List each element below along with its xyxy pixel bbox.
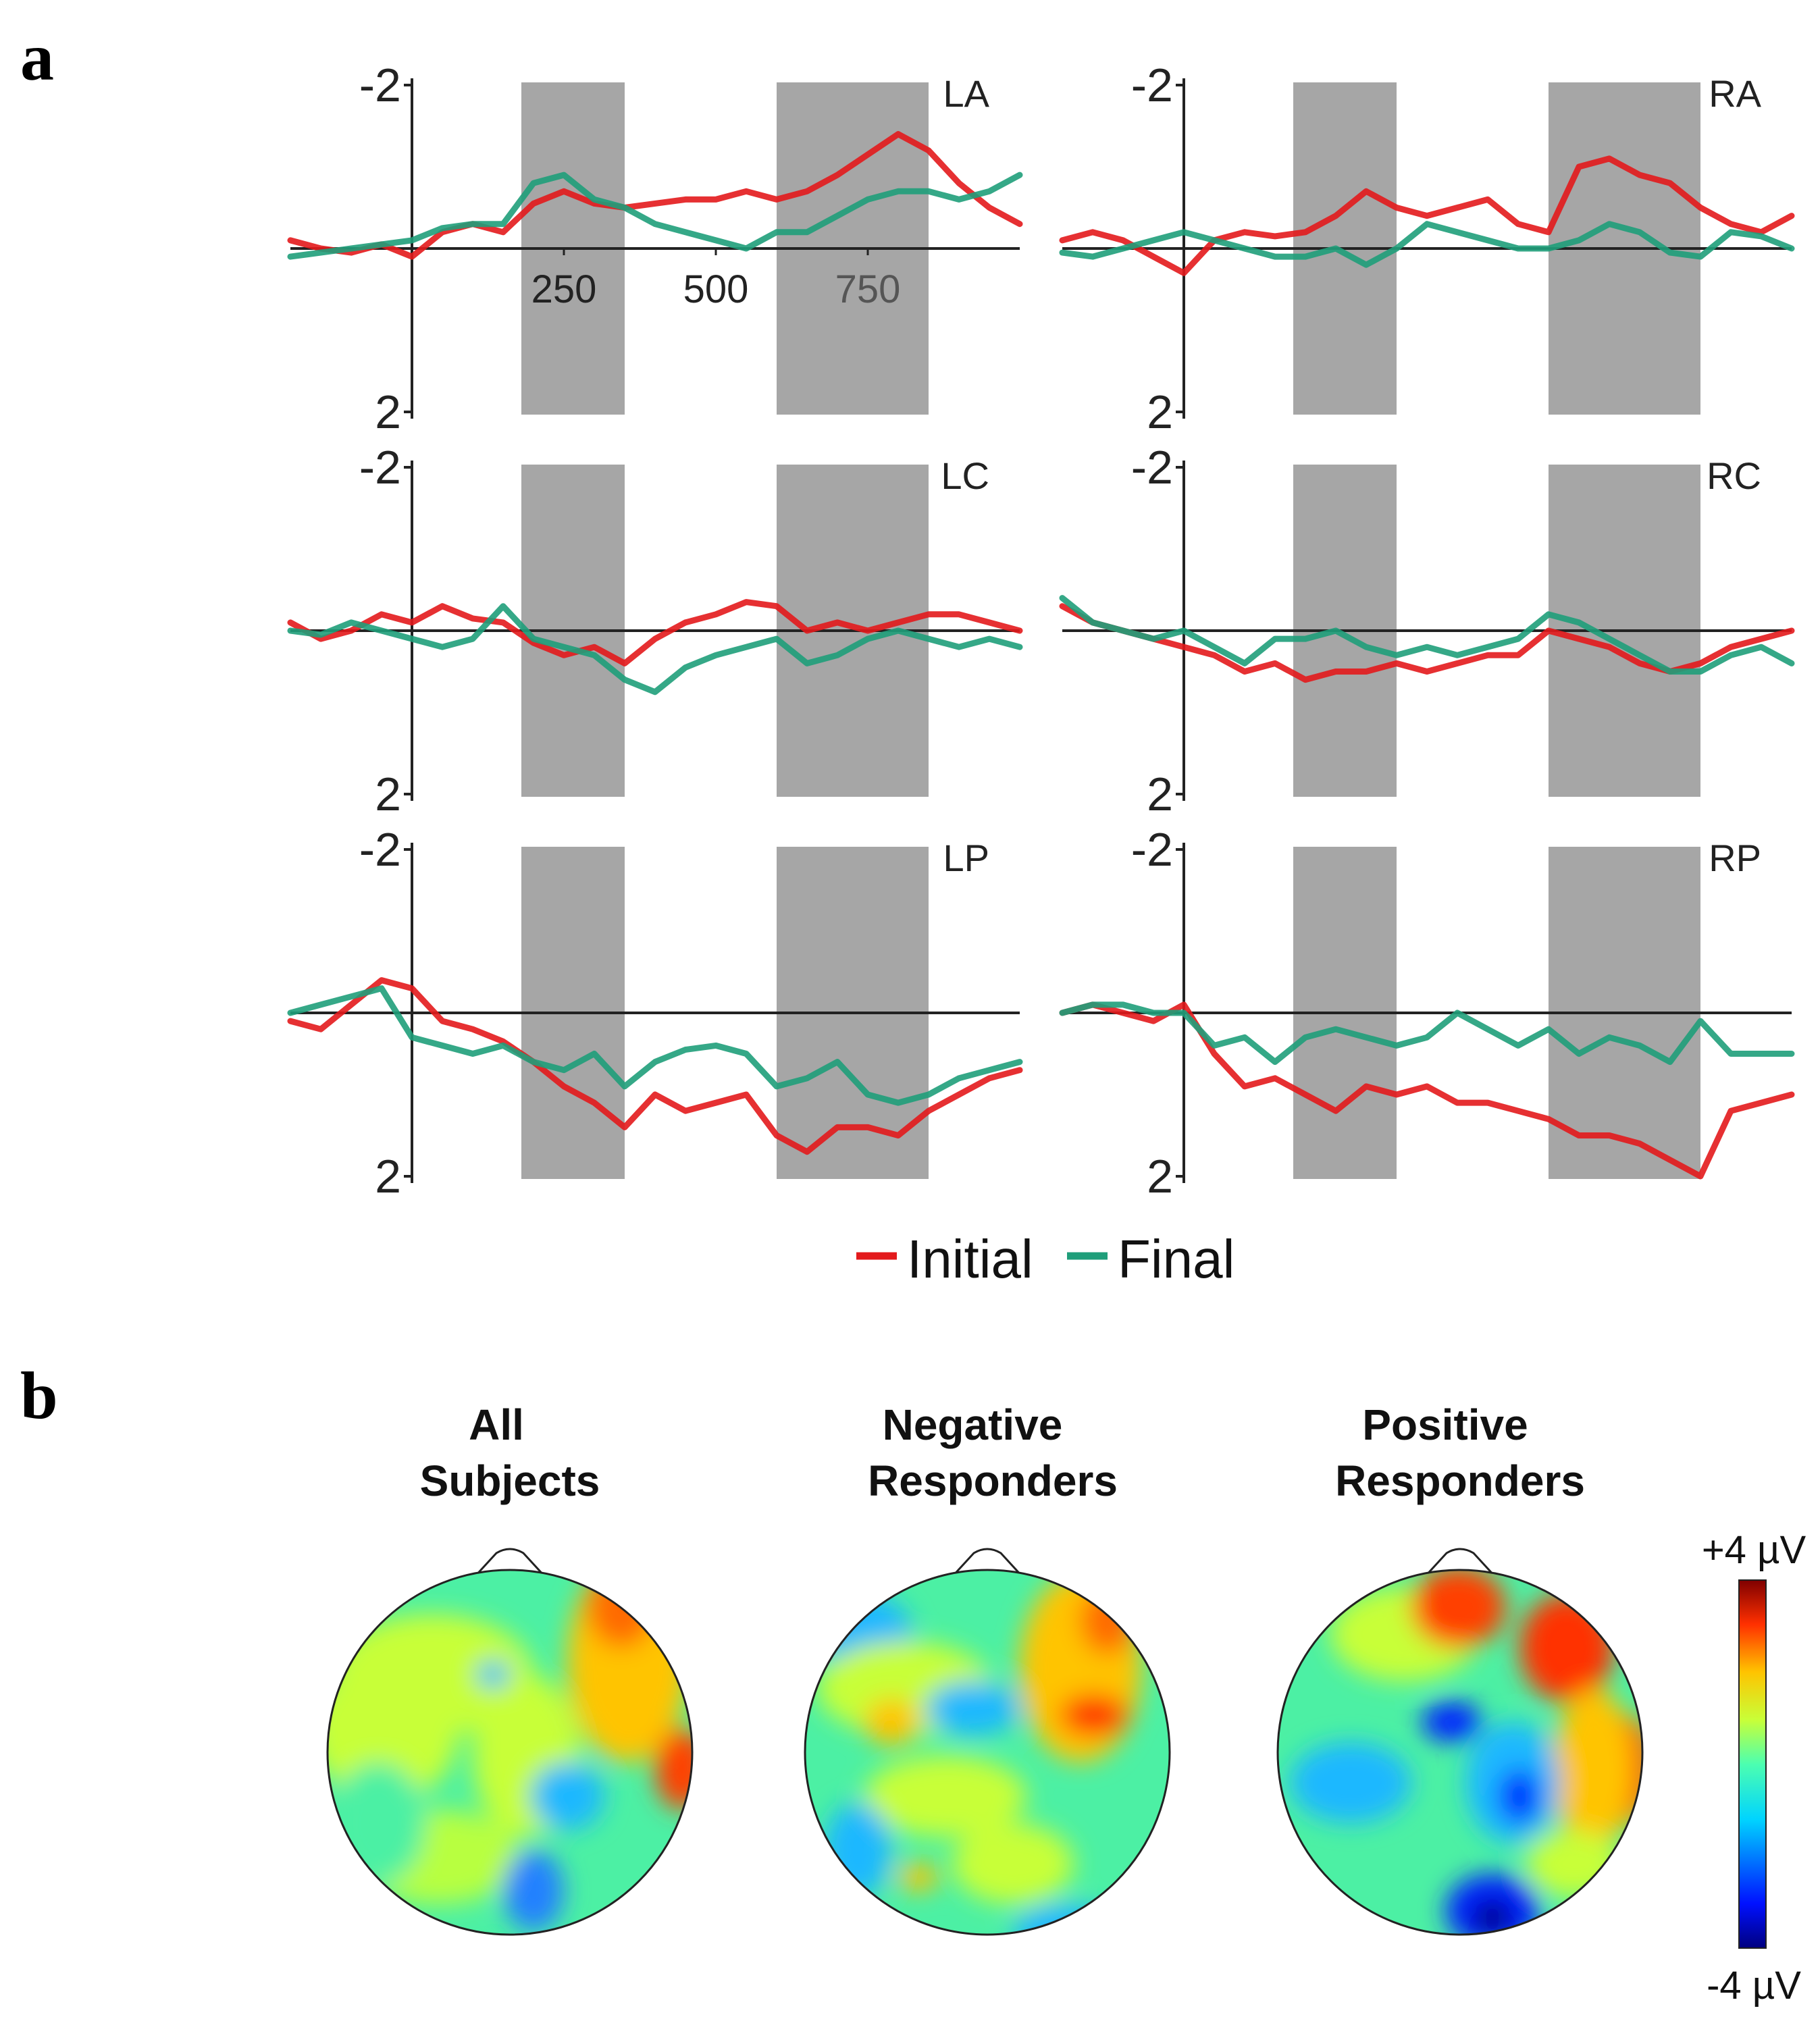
y-tick-label: -2: [1131, 441, 1173, 494]
y-tick-label: 2: [1147, 386, 1173, 438]
colorbar-max-label: +4 µV: [1702, 1528, 1806, 1572]
panel-label-b: b: [20, 1358, 58, 1433]
panel-title: LC: [941, 454, 989, 497]
topomap-title-line2: Responders: [868, 1457, 1118, 1505]
x-tick-label: 250: [531, 267, 597, 311]
erp-panel-lc: -2 2 LC: [287, 441, 1023, 820]
legend-final-label: Final: [1118, 1229, 1234, 1289]
series-line-final: [287, 985, 1023, 1106]
legend-initial-label: Initial: [907, 1229, 1033, 1289]
series-line-initial: [287, 599, 1023, 666]
series-line-final: [287, 172, 1023, 260]
panel-title: LA: [943, 72, 990, 115]
series-line-final: [287, 603, 1023, 696]
erp-panel-la: -2 2 250 500 750 LA: [287, 59, 1023, 438]
y-tick-label: -2: [359, 59, 401, 111]
erp-panel-rp: -2 2 RP: [1059, 823, 1795, 1203]
panel-title: RC: [1707, 454, 1761, 497]
series-line-initial: [287, 977, 1023, 1155]
y-tick-label: -2: [1131, 823, 1173, 876]
y-tick-label: 2: [1147, 768, 1173, 820]
series-line-initial: [1059, 155, 1795, 276]
topomap-negative-responders: [804, 1548, 1171, 1936]
legend: Initial Final: [856, 1229, 1234, 1289]
series-line-final: [1059, 595, 1795, 675]
head-outline: [326, 1569, 694, 1936]
y-tick-label: -2: [359, 823, 401, 876]
topomap-title-line1: All: [469, 1400, 524, 1449]
y-tick-label: 2: [375, 768, 401, 820]
series-line-initial: [1059, 1001, 1795, 1180]
panel-label-a: a: [20, 20, 54, 95]
topomap-title-line2: Responders: [1335, 1457, 1585, 1505]
y-tick-label: 2: [1147, 1150, 1173, 1203]
topomap-title-line1: Positive: [1362, 1400, 1528, 1449]
colorbar: +4 µV -4 µV: [1702, 1528, 1806, 2008]
x-tick-label: 500: [683, 267, 749, 311]
head-outline: [804, 1569, 1171, 1936]
colorbar-gradient: [1738, 1579, 1767, 1949]
topomap-title-line1: Negative: [883, 1400, 1063, 1449]
series-line-final: [1059, 221, 1795, 268]
series-line-initial: [287, 131, 1023, 260]
panel-title: RP: [1709, 837, 1761, 879]
y-tick-label: 2: [375, 386, 401, 438]
panel-title: LP: [943, 837, 990, 879]
series-line-final: [1059, 1001, 1795, 1066]
y-tick-label: 2: [375, 1150, 401, 1203]
topomap-title-line2: Subjects: [420, 1457, 600, 1505]
x-tick-label: 750: [835, 267, 901, 311]
erp-panel-lp: -2 2 LP: [287, 823, 1023, 1203]
topomap-all-subjects: [326, 1548, 694, 1936]
y-tick-label: -2: [1131, 59, 1173, 111]
head-outline: [1276, 1569, 1644, 1936]
topomap-positive-responders: [1276, 1548, 1644, 1936]
panel-title: RA: [1709, 72, 1761, 115]
y-tick-label: -2: [359, 441, 401, 494]
colorbar-min-label: -4 µV: [1707, 1964, 1801, 2008]
erp-panel-rc: -2 2 RC: [1059, 441, 1795, 820]
erp-panel-ra: -2 2 RA: [1059, 59, 1795, 438]
